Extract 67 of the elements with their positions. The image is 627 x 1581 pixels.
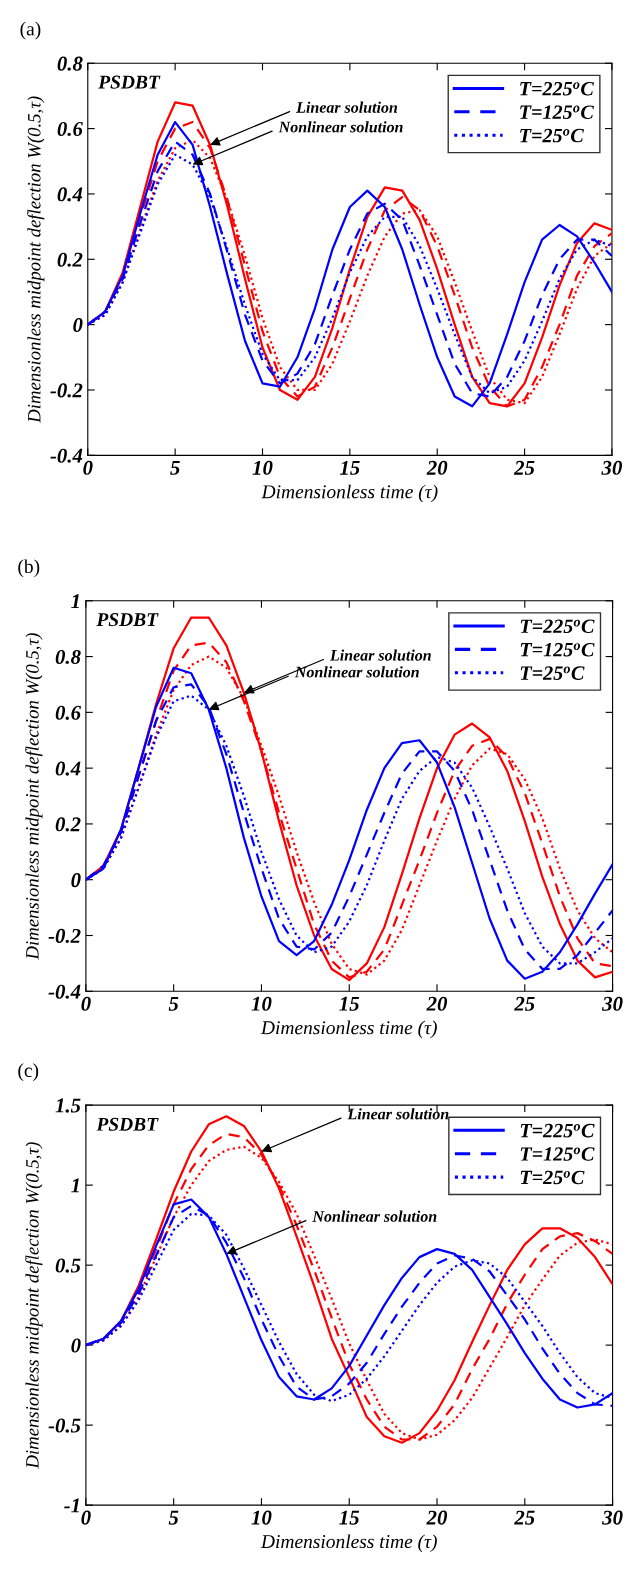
y-tick-label: -0.4	[48, 984, 81, 999]
annotation: PSDBT	[98, 75, 161, 89]
x-tick-label: 5	[170, 461, 180, 475]
legend-label: T=25$^{o}$C	[520, 1170, 585, 1185]
x-tick-label: 25	[513, 460, 535, 475]
legend-label: T=25$^{o}$C	[520, 666, 585, 680]
x-tick-label: 5	[168, 996, 179, 1011]
y-tick-label: -0.4	[50, 448, 83, 463]
x-tick-label: 0	[83, 460, 93, 475]
y-tick-label: 0.4	[57, 187, 83, 202]
x-axis-title: Dimensionless time (τ)	[260, 1534, 437, 1553]
x-tick-label: 25	[514, 996, 535, 1011]
annotation: Nonlinear solution	[312, 1210, 437, 1222]
legend-label: T=125$^{o}$C	[520, 105, 594, 119]
y-tick-label: 0	[71, 1338, 81, 1353]
y-tick-label: 0.6	[55, 705, 82, 720]
y-tick-label: 0.8	[57, 56, 83, 71]
x-tick-label: 15	[339, 996, 360, 1011]
y-tick-label: 0	[71, 873, 81, 888]
annotation: Nonlinear solution	[294, 666, 419, 678]
y-tick-label: -0.2	[50, 383, 83, 398]
chart-title: (b)	[18, 559, 40, 578]
chart-title: (c)	[18, 1063, 39, 1081]
legend-label: T=125$^{o}$C	[520, 642, 595, 657]
legend-label: T=225$^{o}$C	[520, 619, 595, 634]
y-tick-label: 0.8	[55, 649, 81, 665]
y-tick-label: 0.2	[57, 252, 83, 267]
x-tick-label: 30	[601, 460, 622, 475]
x-tick-label: 20	[426, 996, 448, 1011]
y-tick-label: 1	[71, 594, 79, 609]
y-tick-label: -1	[64, 1498, 79, 1513]
x-tick-label: 10	[251, 1510, 272, 1525]
x-tick-label: 20	[426, 460, 448, 475]
y-axis-title: Dimensionless midpoint deflection W(0.5,τ)	[27, 96, 45, 423]
y-tick-label: 0	[73, 318, 83, 333]
y-tick-label: 0.6	[57, 121, 83, 137]
legend-label: T=25$^{o}$C	[520, 128, 584, 143]
y-tick-label: -0.2	[48, 928, 81, 944]
annotation: PSDBT	[96, 1117, 159, 1131]
annotation: Nonlinear solution	[278, 121, 403, 133]
y-axis-title: Dimensionless midpoint deflection W(0.5,τ)	[25, 633, 43, 960]
y-tick-label: 1	[71, 1178, 79, 1193]
y-tick-label: 1.5	[55, 1098, 81, 1113]
x-axis-title: Dimensionless time (τ)	[261, 484, 438, 503]
x-tick-label: 10	[252, 460, 273, 475]
annotation: Linear solution	[296, 101, 398, 113]
y-tick-label: 0.5	[55, 1258, 81, 1273]
x-tick-label: 25	[514, 1510, 535, 1525]
chart-title: (a)	[20, 21, 41, 40]
x-tick-label: 20	[426, 1510, 448, 1525]
x-axis-title: Dimensionless time (τ)	[260, 1020, 437, 1039]
x-tick-label: 30	[602, 1510, 623, 1525]
annotation: PSDBT	[96, 613, 159, 627]
x-tick-label: 10	[251, 996, 272, 1011]
y-tick-label: 0.2	[55, 817, 81, 832]
y-tick-label: 0.4	[55, 761, 81, 776]
y-tick-label: -0.5	[48, 1418, 81, 1433]
annotation: Linear solution	[347, 1108, 449, 1120]
legend-label: T=225$^{o}$C	[520, 1123, 595, 1138]
y-axis-title: Dimensionless midpoint deflection W(0.5,τ)	[25, 1142, 43, 1469]
x-tick-label: 15	[339, 1510, 360, 1525]
legend-label: T=125$^{o}$C	[520, 1147, 595, 1161]
x-tick-label: 5	[168, 1510, 179, 1525]
annotation: Linear solution	[329, 649, 431, 661]
legend-label: T=225$^{o}$C	[520, 81, 594, 96]
x-tick-label: 15	[339, 460, 360, 475]
x-tick-label: 30	[602, 996, 623, 1011]
